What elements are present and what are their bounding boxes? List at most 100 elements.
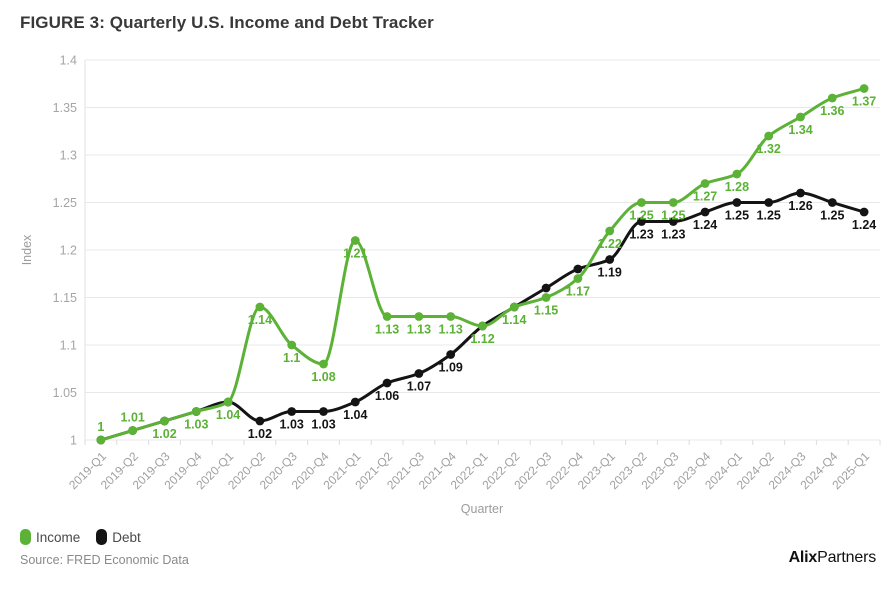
income-point: [287, 340, 297, 350]
debt-point-label: 1.03: [311, 418, 335, 432]
income-point: [573, 274, 583, 283]
income-point-label: 1.25: [661, 209, 685, 223]
income-point-label: 1.14: [248, 313, 272, 327]
legend: Income Debt: [20, 529, 141, 545]
y-tick-label: 1.2: [60, 244, 77, 258]
debt-legend-label: Debt: [112, 529, 141, 545]
debt-point: [350, 397, 360, 407]
income-point: [319, 359, 328, 369]
income-point: [668, 198, 678, 207]
debt-point: [732, 198, 742, 207]
income-legend-swatch-icon: [20, 529, 31, 545]
income-point-label: 1.14: [502, 313, 526, 327]
debt-point: [319, 407, 328, 416]
debt-point-label: 1.24: [693, 218, 717, 232]
income-point-label: 1.04: [216, 408, 240, 422]
income-point-label: 1.37: [852, 95, 876, 109]
income-point-label: 1.21: [343, 247, 367, 261]
income-point-label: 1.01: [121, 411, 145, 425]
alixpartners-logo: AlixPartners: [788, 549, 877, 567]
income-point: [827, 93, 837, 103]
income-point: [128, 426, 138, 435]
income-point: [223, 397, 233, 407]
y-axis-title: Index: [20, 234, 34, 265]
income-point: [859, 84, 869, 93]
debt-point-label: 1.24: [852, 218, 876, 232]
income-point: [382, 312, 392, 321]
income-point-label: 1.34: [788, 123, 812, 137]
debt-point: [287, 407, 297, 416]
y-tick-label: 1.25: [53, 196, 77, 210]
debt-point: [414, 369, 424, 378]
chart-plot-area: 1 1.05 1.1 1.15 1.2 1.25 1.3 1.35 1.4 2019-Q12019…: [53, 54, 881, 492]
legend-item-debt[interactable]: Debt: [96, 529, 141, 545]
debt-point: [605, 255, 615, 264]
income-point: [446, 312, 456, 321]
income-point: [764, 131, 774, 141]
income-point-label: 1.22: [598, 237, 622, 251]
y-tick-label: 1.35: [53, 101, 77, 115]
y-axis-labels: 1 1.05 1.1 1.15 1.2 1.25 1.3 1.35 1.4: [53, 54, 77, 448]
logo-regular-part: Partners: [817, 549, 876, 566]
x-axis-labels: 2019-Q12019-Q22019-Q32019-Q42020-Q12020-…: [66, 449, 872, 492]
income-point-label: 1.13: [439, 323, 463, 337]
income-point-label: 1.32: [757, 142, 781, 156]
debt-legend-swatch-icon: [96, 529, 108, 545]
series-income: 1 1.01 1.02 1.03 1.04 1.14 1.1 1.08 1.21 1.13 1.13…: [96, 84, 876, 445]
y-tick-label: 1.05: [53, 386, 77, 400]
income-point-label: 1.12: [470, 332, 494, 346]
debt-point-label: 1.19: [598, 266, 622, 280]
debt-point: [541, 283, 551, 293]
income-point-label: 1.27: [693, 190, 717, 204]
legend-item-income[interactable]: Income: [20, 529, 80, 545]
logo-bold-part: Alix: [788, 549, 818, 566]
income-point: [732, 169, 742, 179]
income-point-label: 1.1: [283, 351, 300, 365]
debt-point: [382, 378, 392, 388]
income-point: [605, 226, 615, 236]
debt-point-label: 1.23: [629, 228, 653, 242]
income-point: [478, 321, 487, 331]
income-point-label: 1.15: [534, 304, 558, 318]
debt-point-label: 1.07: [407, 380, 431, 394]
income-point: [414, 312, 424, 321]
income-point-label: 1.36: [820, 104, 844, 118]
debt-point: [446, 350, 456, 359]
x-axis-title: Quarter: [461, 502, 503, 516]
income-point-label: 1.02: [152, 427, 176, 441]
income-point: [796, 112, 805, 122]
y-tick-label: 1: [70, 434, 77, 448]
income-point: [541, 293, 551, 302]
debt-point: [637, 217, 646, 226]
source-note: Source: FRED Economic Data: [20, 553, 189, 567]
line-chart: 1 1.05 1.1 1.15 1.2 1.25 1.3 1.35 1.4 2019-Q12019…: [20, 54, 881, 516]
income-point: [350, 236, 360, 245]
debt-point: [827, 198, 837, 207]
y-tick-label: 1.4: [60, 54, 77, 68]
debt-point-label: 1.26: [788, 199, 812, 213]
debt-point-label: 1.25: [725, 209, 749, 223]
debt-point-label: 1.02: [248, 427, 272, 441]
income-point: [637, 198, 646, 207]
income-legend-label: Income: [36, 529, 81, 545]
income-point-label: 1.13: [375, 323, 399, 337]
income-point-label: 1.08: [311, 370, 335, 384]
income-point-label: 1.03: [184, 418, 208, 432]
income-point-label: 1.25: [629, 209, 653, 223]
debt-point-label: 1.23: [661, 228, 685, 242]
y-tick-label: 1.3: [60, 149, 77, 163]
debt-point-label: 1.25: [820, 209, 844, 223]
debt-point: [573, 264, 583, 274]
income-point: [191, 407, 201, 416]
income-point-label: 1.13: [407, 323, 431, 337]
income-point: [96, 435, 106, 445]
debt-point: [796, 188, 805, 198]
grid-lines: [85, 59, 880, 441]
debt-point: [668, 217, 678, 226]
debt-point: [859, 207, 869, 217]
y-tick-label: 1.15: [53, 291, 77, 305]
income-point: [700, 179, 710, 188]
debt-point-label: 1.03: [280, 418, 304, 432]
debt-point-label: 1.09: [439, 361, 463, 375]
